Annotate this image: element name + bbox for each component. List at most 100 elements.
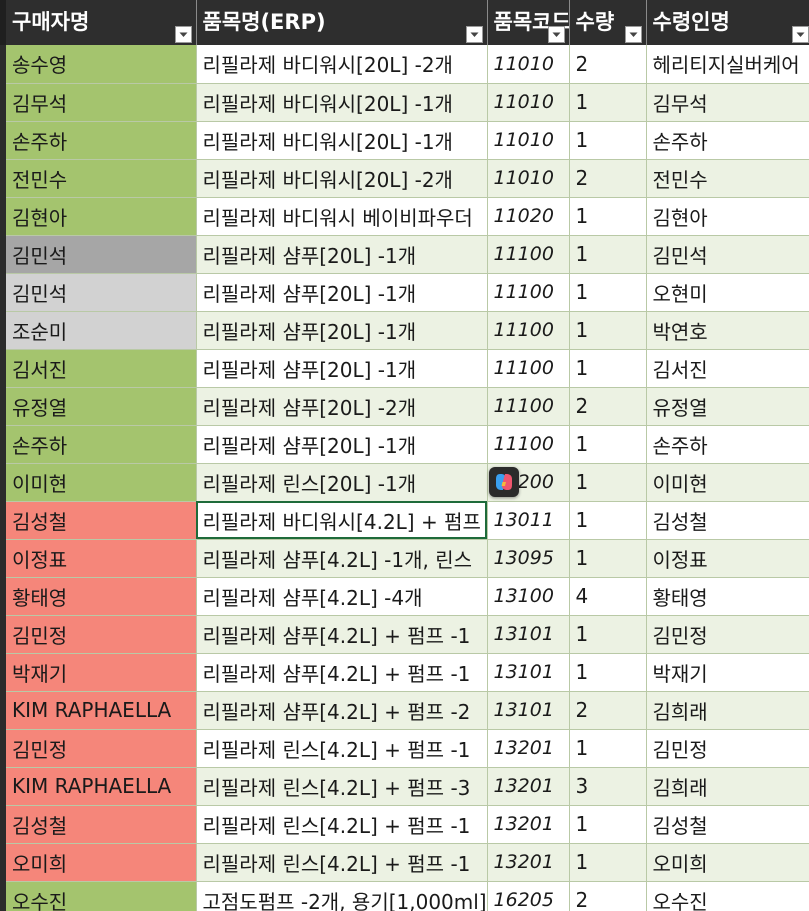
cell-item-erp[interactable]: 리필라제 바디워시[20L] -2개 (196, 159, 488, 198)
cell-qty[interactable]: 2 (569, 387, 647, 426)
cell-buyer[interactable]: 유정열 (0, 387, 197, 426)
cell-recipient[interactable]: 김희래 (646, 767, 809, 806)
cell-recipient[interactable]: 김무석 (646, 83, 809, 122)
filter-dropdown-icon[interactable] (465, 26, 483, 43)
copilot-icon[interactable] (489, 467, 519, 497)
cell-item-erp[interactable]: 리필라제 샴푸[4.2L] + 펌프 -1 (196, 615, 488, 654)
cell-buyer[interactable]: 이미현 (0, 463, 197, 502)
cell-qty[interactable]: 1 (569, 729, 647, 768)
cell-buyer[interactable]: 조순미 (0, 311, 197, 350)
cell-item-code[interactable]: 13100 (487, 577, 570, 616)
cell-buyer[interactable]: KIM RAPHAELLA (0, 767, 197, 806)
cell-buyer[interactable]: 김서진 (0, 349, 197, 388)
cell-item-code[interactable]: 13101 (487, 691, 570, 730)
cell-qty[interactable]: 1 (569, 615, 647, 654)
header-qty[interactable]: 수량 (569, 0, 647, 45)
cell-qty[interactable]: 1 (569, 311, 647, 350)
cell-item-code[interactable]: 11010 (487, 121, 570, 160)
cell-item-erp[interactable]: 리필라제 샴푸[20L] -1개 (196, 273, 488, 312)
cell-recipient[interactable]: 전민수 (646, 159, 809, 198)
header-recipient[interactable]: 수령인명 (646, 0, 809, 45)
cell-item-code[interactable]: 11020 (487, 197, 570, 236)
cell-item-erp[interactable]: 리필라제 린스[4.2L] + 펌프 -1 (196, 729, 488, 768)
cell-item-code[interactable]: 11010 (487, 45, 570, 84)
cell-recipient[interactable]: 박연호 (646, 311, 809, 350)
cell-item-erp[interactable]: 리필라제 샴푸[20L] -1개 (196, 235, 488, 274)
cell-qty[interactable]: 1 (569, 501, 647, 540)
cell-recipient[interactable]: 황태영 (646, 577, 809, 616)
cell-item-erp[interactable]: 리필라제 린스[20L] -1개 (196, 463, 488, 502)
cell-qty[interactable]: 2 (569, 691, 647, 730)
cell-item-code[interactable]: 13201 (487, 805, 570, 844)
cell-item-erp[interactable]: 리필라제 바디워시[4.2L] + 펌프 (196, 501, 488, 540)
cell-item-code[interactable]: 13201 (487, 843, 570, 882)
cell-buyer[interactable]: 황태영 (0, 577, 197, 616)
cell-buyer[interactable]: KIM RAPHAELLA (0, 691, 197, 730)
cell-item-code[interactable]: 11100 (487, 235, 570, 274)
cell-recipient[interactable]: 헤리티지실버케어 (646, 45, 809, 84)
cell-item-erp[interactable]: 리필라제 샴푸[20L] -1개 (196, 349, 488, 388)
cell-item-code[interactable]: 13101 (487, 615, 570, 654)
cell-item-code[interactable]: 13011 (487, 501, 570, 540)
cell-item-code[interactable]: 13201 (487, 729, 570, 768)
cell-item-erp[interactable]: 리필라제 바디워시[20L] -1개 (196, 121, 488, 160)
cell-qty[interactable]: 1 (569, 83, 647, 122)
cell-item-erp[interactable]: 리필라제 샴푸[20L] -2개 (196, 387, 488, 426)
cell-recipient[interactable]: 오미희 (646, 843, 809, 882)
cell-buyer[interactable]: 오미희 (0, 843, 197, 882)
cell-recipient[interactable]: 김희래 (646, 691, 809, 730)
cell-qty[interactable]: 3 (569, 767, 647, 806)
cell-item-code[interactable]: 11010 (487, 83, 570, 122)
cell-qty[interactable]: 1 (569, 843, 647, 882)
cell-item-erp[interactable]: 리필라제 샴푸[4.2L] + 펌프 -2 (196, 691, 488, 730)
cell-item-code[interactable]: 11100 (487, 311, 570, 350)
cell-buyer[interactable]: 김민정 (0, 615, 197, 654)
cell-item-erp[interactable]: 리필라제 샴푸[4.2L] -4개 (196, 577, 488, 616)
cell-recipient[interactable]: 오현미 (646, 273, 809, 312)
cell-item-erp[interactable]: 리필라제 샴푸[20L] -1개 (196, 425, 488, 464)
header-item-code[interactable]: 품목코드 (487, 0, 570, 45)
cell-item-erp[interactable]: 리필라제 샴푸[4.2L] -1개, 린스 (196, 539, 488, 578)
cell-buyer[interactable]: 이정표 (0, 539, 197, 578)
cell-item-code[interactable]: 11010 (487, 159, 570, 198)
cell-qty[interactable]: 1 (569, 463, 647, 502)
filter-dropdown-icon[interactable] (791, 26, 809, 43)
cell-recipient[interactable]: 김민정 (646, 729, 809, 768)
cell-buyer[interactable]: 김민석 (0, 273, 197, 312)
cell-item-code[interactable]: 16205 (487, 881, 570, 911)
cell-qty[interactable]: 2 (569, 159, 647, 198)
header-buyer[interactable]: 구매자명 (0, 0, 197, 45)
cell-buyer[interactable]: 김성철 (0, 805, 197, 844)
filter-dropdown-icon[interactable] (547, 26, 565, 43)
cell-qty[interactable]: 1 (569, 197, 647, 236)
cell-recipient[interactable]: 김민정 (646, 615, 809, 654)
cell-recipient[interactable]: 손주하 (646, 425, 809, 464)
cell-buyer[interactable]: 전민수 (0, 159, 197, 198)
header-item-erp[interactable]: 품목명(ERP) (196, 0, 488, 45)
cell-qty[interactable]: 1 (569, 121, 647, 160)
cell-item-code[interactable]: 13101 (487, 653, 570, 692)
cell-buyer[interactable]: 김무석 (0, 83, 197, 122)
cell-item-code[interactable]: 11100 (487, 349, 570, 388)
cell-recipient[interactable]: 김성철 (646, 501, 809, 540)
cell-buyer[interactable]: 송수영 (0, 45, 197, 84)
cell-recipient[interactable]: 유정열 (646, 387, 809, 426)
cell-qty[interactable]: 1 (569, 805, 647, 844)
cell-item-erp[interactable]: 리필라제 린스[4.2L] + 펌프 -3 (196, 767, 488, 806)
cell-buyer[interactable]: 김성철 (0, 501, 197, 540)
cell-buyer[interactable]: 손주하 (0, 121, 197, 160)
cell-recipient[interactable]: 김서진 (646, 349, 809, 388)
cell-buyer[interactable]: 김현아 (0, 197, 197, 236)
filter-dropdown-icon[interactable] (624, 26, 642, 43)
cell-qty[interactable]: 1 (569, 235, 647, 274)
cell-recipient[interactable]: 손주하 (646, 121, 809, 160)
cell-item-erp[interactable]: 리필라제 린스[4.2L] + 펌프 -1 (196, 843, 488, 882)
cell-buyer[interactable]: 김민정 (0, 729, 197, 768)
cell-item-erp[interactable]: 리필라제 바디워시 베이비파우더 (196, 197, 488, 236)
cell-item-code[interactable]: 13095 (487, 539, 570, 578)
cell-item-code[interactable]: 11100 (487, 387, 570, 426)
cell-qty[interactable]: 1 (569, 539, 647, 578)
cell-qty[interactable]: 2 (569, 45, 647, 84)
cell-item-erp[interactable]: 리필라제 샴푸[20L] -1개 (196, 311, 488, 350)
